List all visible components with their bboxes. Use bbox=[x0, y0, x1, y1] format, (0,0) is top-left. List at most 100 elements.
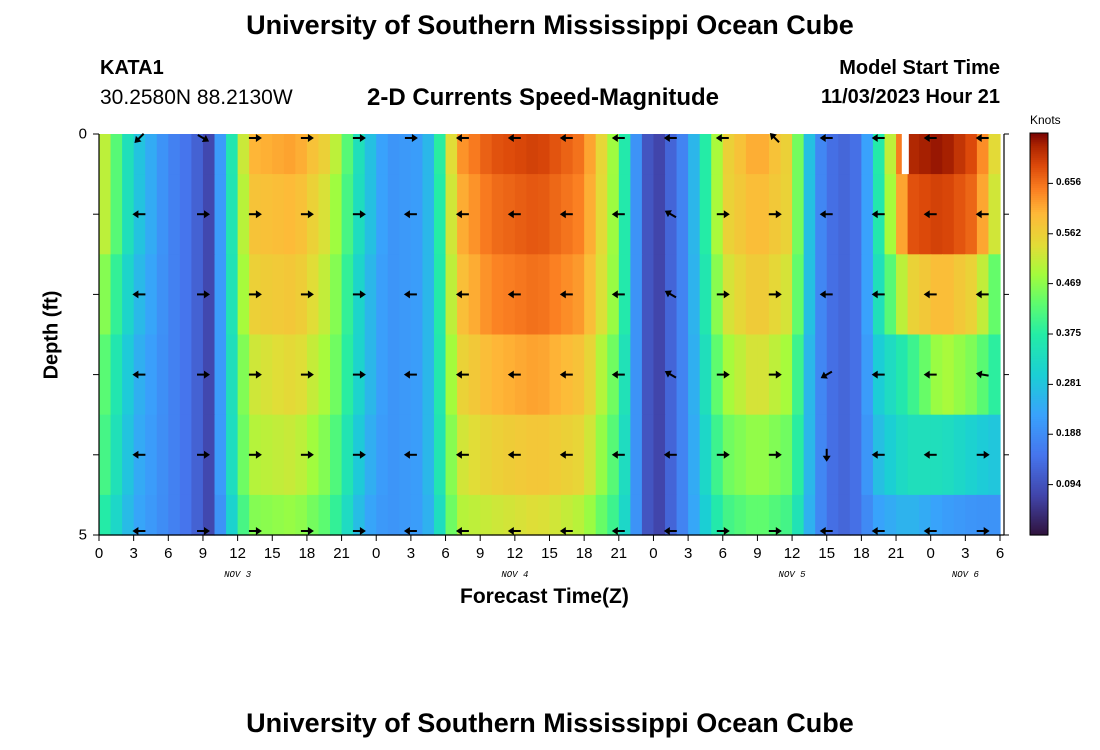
heatmap-cell bbox=[965, 334, 978, 416]
heatmap-cell bbox=[572, 414, 585, 496]
heatmap-cell bbox=[942, 254, 955, 336]
heatmap-cell bbox=[792, 174, 805, 255]
heatmap-cell bbox=[122, 334, 135, 416]
colorbar-segment bbox=[1030, 207, 1048, 210]
colorbar-segment bbox=[1030, 139, 1048, 142]
current-arrow bbox=[507, 290, 521, 299]
heatmap-cell bbox=[849, 254, 862, 336]
current-arrow bbox=[611, 370, 625, 379]
heatmap-cell bbox=[537, 254, 551, 336]
heatmap-cell bbox=[630, 134, 643, 175]
heatmap-cell bbox=[376, 254, 389, 336]
current-arrow bbox=[403, 210, 417, 219]
heatmap-cell bbox=[480, 254, 493, 336]
heatmap-cell bbox=[942, 174, 955, 255]
colorbar-segment bbox=[1030, 233, 1048, 237]
current-arrow bbox=[819, 290, 833, 299]
current-arrow bbox=[975, 290, 989, 299]
y-axis-label: Depth (ft) bbox=[40, 290, 63, 380]
colorbar-segment bbox=[1030, 482, 1048, 486]
heatmap-cell bbox=[745, 334, 759, 416]
heatmap-cell bbox=[480, 174, 493, 255]
colorbar-segment bbox=[1030, 460, 1048, 464]
station-id: KATA1 bbox=[100, 57, 164, 79]
current-arrow bbox=[871, 450, 885, 459]
heatmap-cell bbox=[306, 494, 320, 536]
heatmap-cell bbox=[353, 494, 366, 536]
heatmap-cell bbox=[168, 254, 181, 336]
colorbar-segment bbox=[1030, 145, 1048, 148]
heatmap-cell bbox=[179, 254, 193, 336]
heatmap-cell bbox=[618, 174, 631, 255]
colorbar-segment bbox=[1030, 301, 1048, 305]
colorbar-segment bbox=[1030, 520, 1048, 524]
heatmap-cell bbox=[468, 414, 481, 496]
colorbar-segment bbox=[1030, 516, 1048, 520]
colorbar-segment bbox=[1030, 227, 1048, 231]
heatmap-cell bbox=[260, 494, 273, 536]
heatmap-cell bbox=[861, 254, 874, 336]
heatmap-cell bbox=[780, 494, 793, 536]
heatmap-cell bbox=[965, 254, 978, 336]
colorbar-segment bbox=[1030, 384, 1048, 387]
current-arrow bbox=[768, 527, 782, 535]
heatmap-cell bbox=[306, 134, 320, 175]
heatmap-cell bbox=[330, 134, 343, 175]
colorbar-segment bbox=[1030, 468, 1048, 472]
colorbar-segment bbox=[1030, 147, 1048, 150]
heatmap-cell bbox=[803, 494, 816, 536]
x-tick-label: 6 bbox=[441, 545, 450, 562]
heatmap-cell bbox=[549, 134, 562, 175]
heatmap-cell bbox=[953, 414, 966, 496]
colorbar-segment bbox=[1030, 430, 1048, 434]
heatmap-cell bbox=[537, 494, 551, 536]
heatmap-cell bbox=[584, 334, 597, 416]
heatmap-cell bbox=[526, 414, 539, 496]
heatmap-cell bbox=[457, 494, 470, 536]
x-tick-label: 6 bbox=[164, 545, 173, 562]
heatmap-cell bbox=[526, 334, 539, 416]
heatmap-cell bbox=[653, 414, 666, 496]
colorbar-segment bbox=[1030, 474, 1048, 478]
colorbar-segment bbox=[1030, 161, 1048, 164]
heatmap-cell bbox=[849, 134, 862, 175]
heatmap-cell bbox=[364, 494, 377, 536]
current-arrow bbox=[197, 370, 210, 379]
heatmap-cell bbox=[445, 334, 458, 416]
colorbar-segment bbox=[1030, 241, 1048, 245]
heatmap-cell bbox=[145, 174, 158, 255]
current-arrow bbox=[248, 450, 262, 459]
colorbar-segment bbox=[1030, 143, 1048, 146]
heatmap-cell bbox=[480, 414, 493, 496]
heatmap-cell bbox=[988, 254, 1001, 336]
heatmap-cell bbox=[330, 494, 343, 536]
heatmap-cell bbox=[122, 134, 135, 175]
colorbar-segment bbox=[1030, 199, 1048, 202]
heatmap-cell bbox=[641, 414, 655, 496]
heatmap-cell bbox=[156, 494, 169, 536]
heatmap-cell bbox=[526, 254, 539, 336]
current-arrow bbox=[923, 527, 937, 535]
heatmap-cell bbox=[468, 494, 481, 536]
heatmap-cell bbox=[561, 494, 574, 536]
heatmap-cell bbox=[942, 134, 955, 175]
x-tick-label: 3 bbox=[406, 545, 416, 562]
heatmap-cell bbox=[168, 134, 181, 175]
heatmap-cell bbox=[930, 254, 943, 336]
missing-data-gap bbox=[901, 134, 909, 175]
heatmap-cell bbox=[110, 494, 123, 536]
colorbar-segment bbox=[1030, 321, 1048, 325]
colorbar-segment bbox=[1030, 165, 1048, 168]
heatmap-cell bbox=[792, 414, 805, 496]
heatmap-cell bbox=[826, 334, 839, 416]
heatmap-cell bbox=[99, 174, 112, 255]
heatmap-cell bbox=[283, 254, 296, 336]
heatmap-cell bbox=[260, 174, 273, 255]
x-tick-label: 3 bbox=[129, 545, 138, 562]
heatmap-cell bbox=[618, 334, 631, 416]
heatmap-cell bbox=[757, 174, 770, 255]
colorbar-segment bbox=[1030, 261, 1048, 265]
heatmap-cell bbox=[376, 494, 389, 536]
current-arrow bbox=[923, 210, 937, 219]
heatmap-cell bbox=[815, 414, 828, 496]
